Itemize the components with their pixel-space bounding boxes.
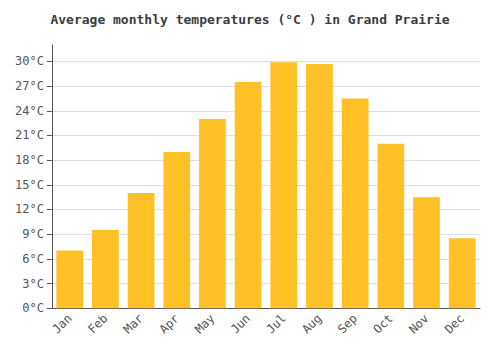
svg-text:May: May <box>192 311 217 336</box>
svg-text:3°C: 3°C <box>22 277 44 291</box>
svg-text:30°C: 30°C <box>15 54 44 68</box>
svg-text:Apr: Apr <box>156 311 181 336</box>
svg-text:Jul: Jul <box>264 311 289 336</box>
svg-text:9°C: 9°C <box>22 227 44 241</box>
svg-text:Jun: Jun <box>228 311 253 336</box>
svg-text:6°C: 6°C <box>22 252 44 266</box>
svg-text:Nov: Nov <box>406 311 431 336</box>
svg-text:Aug: Aug <box>299 311 324 336</box>
svg-text:Feb: Feb <box>85 311 110 336</box>
svg-text:0°C: 0°C <box>22 301 44 315</box>
svg-text:15°C: 15°C <box>15 178 44 192</box>
svg-text:Oct: Oct <box>371 311 396 336</box>
svg-text:27°C: 27°C <box>15 79 44 93</box>
svg-text:Average monthly temperatures (: Average monthly temperatures (°C ) in Gr… <box>50 12 449 27</box>
svg-text:24°C: 24°C <box>15 104 44 118</box>
svg-text:Mar: Mar <box>121 311 146 336</box>
svg-text:12°C: 12°C <box>15 202 44 216</box>
svg-text:21°C: 21°C <box>15 128 44 142</box>
svg-text:18°C: 18°C <box>15 153 44 167</box>
svg-text:Sep: Sep <box>335 311 360 336</box>
svg-text:Dec: Dec <box>442 311 467 336</box>
svg-text:Jan: Jan <box>49 311 74 336</box>
